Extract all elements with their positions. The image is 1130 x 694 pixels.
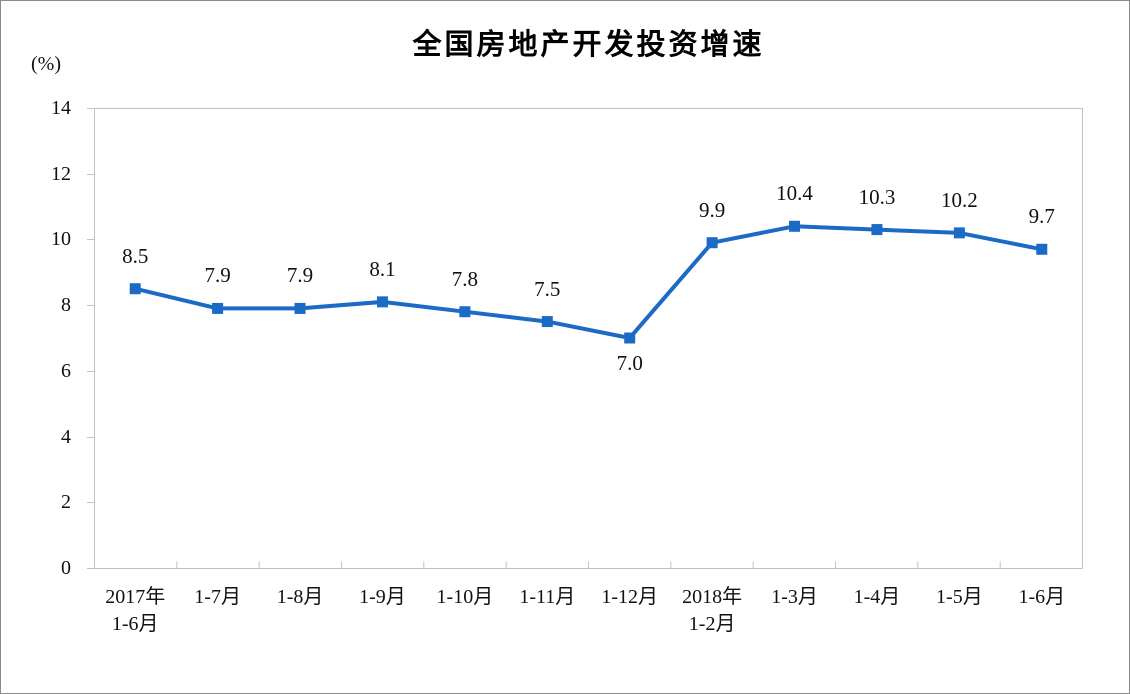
y-tick-label: 4 <box>61 425 71 448</box>
x-category-label: 1-10月 <box>436 586 494 608</box>
data-point-marker <box>706 237 718 249</box>
x-category-label: 1-5月 <box>936 586 983 608</box>
x-category-label: 1-7月 <box>194 586 241 608</box>
data-point-marker <box>294 302 306 314</box>
y-tick-label: 8 <box>61 294 71 317</box>
y-tick-label: 6 <box>61 359 71 382</box>
data-label: 7.9 <box>286 263 314 288</box>
data-label: 10.2 <box>941 187 978 212</box>
data-label: 9.7 <box>1028 204 1055 229</box>
x-category-label: 2018年 1-2月 <box>682 586 743 635</box>
chart-title: 全国房地产开发投资增速 <box>412 29 765 61</box>
data-point-marker <box>789 220 801 232</box>
data-label: 10.4 <box>776 181 813 206</box>
x-category-label: 1-6月 <box>1018 586 1066 608</box>
data-point-marker <box>871 224 883 236</box>
data-label: 7.9 <box>204 263 231 288</box>
data-point-marker <box>459 306 471 318</box>
data-label: 10.3 <box>858 184 896 209</box>
data-point-marker <box>624 332 636 344</box>
data-line <box>133 224 1044 340</box>
data-label: 9.9 <box>699 197 726 222</box>
y-tick-label: 0 <box>61 557 71 579</box>
data-point-marker <box>1036 243 1048 255</box>
x-category-label: 1-3月 <box>771 586 818 608</box>
data-label: 7.8 <box>451 266 478 291</box>
x-category-label: 1-12月 <box>601 586 659 608</box>
x-category-label: 1-8月 <box>276 586 324 608</box>
data-label: 8.5 <box>122 243 149 268</box>
x-category-label: 1-4月 <box>853 586 901 608</box>
data-point-marker <box>376 296 388 308</box>
y-axis-unit-label: (%) <box>31 53 61 75</box>
y-tick-label: 12 <box>51 162 71 185</box>
x-category-label: 1-11月 <box>519 586 576 608</box>
data-label: 8.1 <box>369 256 396 281</box>
data-point-marker <box>953 227 965 239</box>
plot-border <box>94 108 1083 569</box>
data-point-marker <box>541 316 553 328</box>
x-category-label: 1-9月 <box>359 586 406 608</box>
data-point-marker <box>129 283 141 295</box>
data-label: 7.5 <box>534 276 561 301</box>
plot-area <box>87 108 1083 569</box>
data-label: 7.0 <box>616 351 643 375</box>
y-tick-label: 10 <box>51 228 71 251</box>
data-point-marker <box>212 302 224 314</box>
y-tick-label: 2 <box>61 491 71 514</box>
y-tick-label: 14 <box>51 97 71 119</box>
x-category-label: 2017年 1-6月 <box>105 586 166 635</box>
